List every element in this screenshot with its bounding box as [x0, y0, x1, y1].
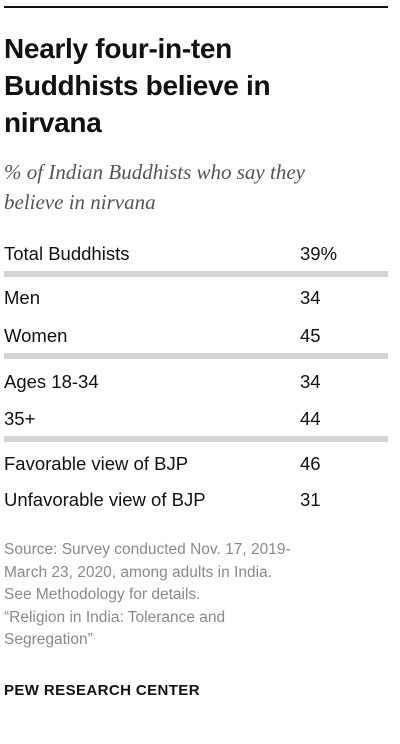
- source-line: “Religion in India: Tolerance and: [4, 608, 226, 626]
- table-row-women: Women 45: [4, 321, 388, 351]
- row-value: 31: [300, 489, 321, 510]
- row-value: 34: [300, 371, 321, 392]
- title-line: Nearly four-in-ten: [4, 33, 232, 64]
- group-separator: [4, 271, 388, 277]
- source-line: See Methodology for details.: [4, 586, 201, 604]
- row-value: 45: [300, 325, 321, 346]
- table-row-men: Men 34: [4, 283, 388, 313]
- table-row-age-18-34: Ages 18-34 34: [4, 367, 388, 397]
- subtitle-line: believe in nirvana: [4, 190, 156, 214]
- row-label: Women: [4, 325, 68, 346]
- row-label: Favorable view of BJP: [4, 453, 189, 474]
- table-row-total: Total Buddhists 39%: [4, 239, 388, 269]
- source-line: March 23, 2020, among adults in India.: [4, 563, 272, 581]
- subtitle-line: % of Indian Buddhists who say they: [4, 160, 305, 184]
- row-value: 39%: [300, 243, 338, 264]
- row-value: 44: [300, 408, 321, 429]
- row-label: Men: [4, 287, 40, 308]
- row-label: Ages 18-34: [4, 371, 99, 392]
- chart-subtitle: % of Indian Buddhists who say they belie…: [4, 157, 388, 217]
- row-label: 35+: [4, 408, 36, 429]
- source-line: Segregation”: [4, 631, 93, 649]
- title-line: nirvana: [4, 107, 102, 138]
- source-line: Source: Survey conducted Nov. 17, 2019-: [4, 541, 291, 558]
- source-note: Source: Survey conducted Nov. 17, 2019- …: [4, 539, 388, 652]
- row-label: Total Buddhists: [4, 243, 130, 264]
- credit-label: PEW RESEARCH CENTER: [4, 682, 200, 699]
- row-value: 34: [300, 287, 321, 308]
- table-row-unfavorable-bjp: Unfavorable view of BJP 31: [4, 485, 388, 515]
- table-row-age-35-plus: 35+ 44: [4, 404, 388, 434]
- top-rule: [4, 6, 388, 8]
- row-label: Unfavorable view of BJP: [4, 489, 206, 510]
- row-value: 46: [300, 453, 321, 474]
- table-row-favorable-bjp: Favorable view of BJP 46: [4, 449, 388, 479]
- group-separator: [4, 436, 388, 442]
- chart-title: Nearly four-in-ten Buddhists believe in …: [4, 30, 384, 141]
- group-separator: [4, 353, 388, 359]
- title-line: Buddhists believe in: [4, 70, 271, 101]
